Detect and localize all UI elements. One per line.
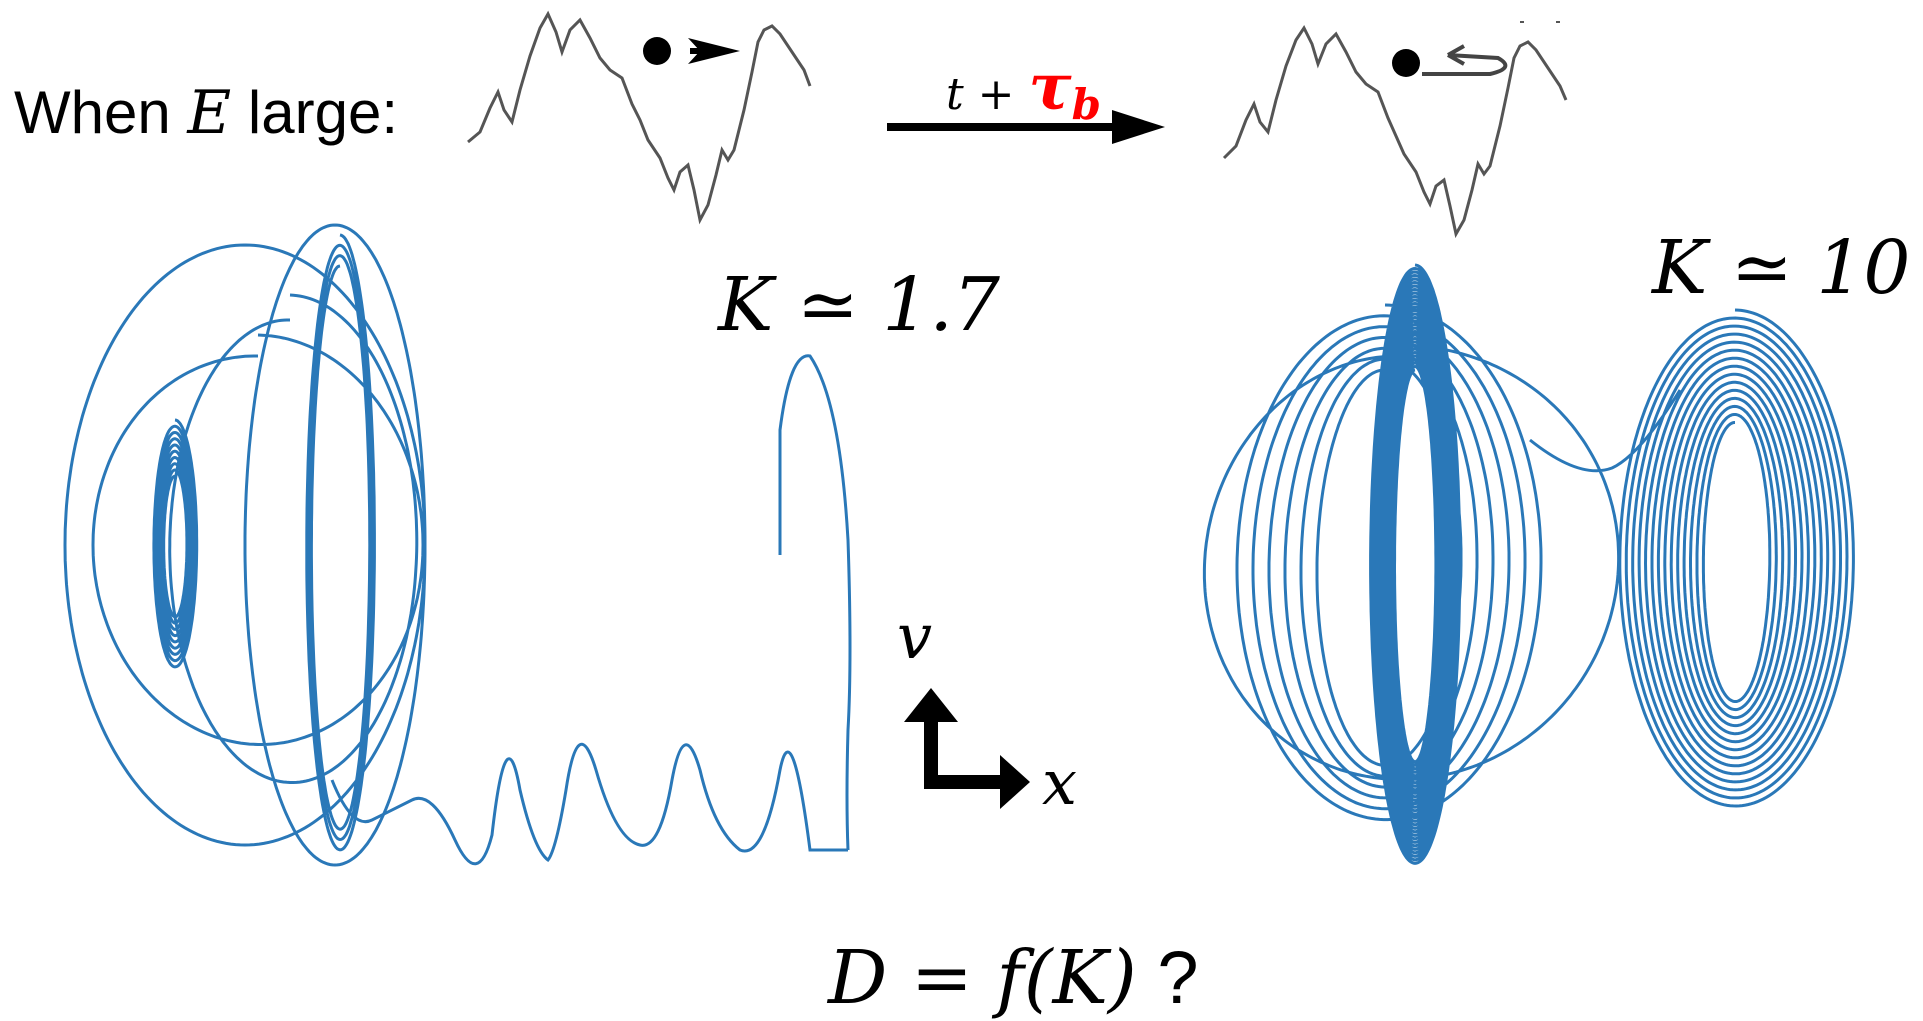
trajectory-path-left bbox=[63, 223, 427, 867]
trajectory-path-right bbox=[1202, 263, 1855, 865]
trajectory-k-10 bbox=[1202, 263, 1855, 865]
axis-label-x: x bbox=[1042, 746, 1077, 819]
footer-question: D = f(K) ? bbox=[828, 935, 1199, 1021]
question-mark: ? bbox=[1136, 936, 1199, 1019]
potential-curve-before bbox=[467, 10, 812, 225]
potential-curve-after bbox=[1222, 25, 1568, 239]
intro-suffix: large: bbox=[231, 79, 398, 146]
k-label-left: K ≃ 1.7 bbox=[718, 262, 1001, 348]
tau-symbol: τb bbox=[1028, 50, 1101, 129]
tau-letter: τ bbox=[1028, 50, 1072, 125]
intro-text: When E large: bbox=[14, 78, 398, 148]
axis-label-v: v bbox=[897, 600, 933, 673]
energy-symbol: E bbox=[187, 78, 232, 148]
k-label-right: K ≃ 10 bbox=[1652, 225, 1911, 311]
footer-equation: D = f(K) bbox=[828, 935, 1137, 1021]
time-arrow-icon bbox=[887, 110, 1165, 144]
axes-icon bbox=[904, 688, 1030, 809]
arrow-label-prefix: t + bbox=[946, 69, 1029, 120]
intro-prefix: When bbox=[14, 79, 188, 146]
arrow-label: t + τb bbox=[946, 50, 1101, 129]
particle-dot-icon bbox=[643, 37, 671, 65]
forward-arrow-icon bbox=[688, 38, 740, 64]
particle-dot-icon bbox=[1392, 49, 1420, 77]
trajectory-bottom-waves bbox=[330, 742, 848, 866]
bounce-back-arrow-icon bbox=[1422, 44, 1508, 76]
trajectory-k-1-7 bbox=[63, 223, 852, 867]
tau-subscript: b bbox=[1071, 80, 1101, 129]
trajectory-right-loop bbox=[778, 354, 852, 851]
